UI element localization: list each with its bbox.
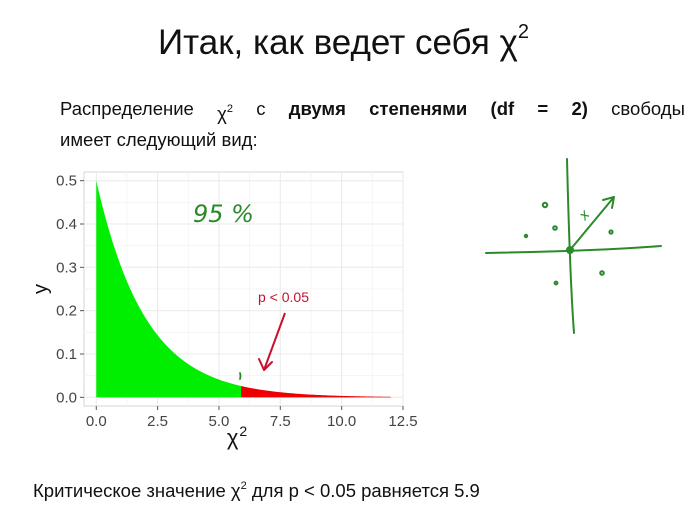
x-tick-label: 0.0 xyxy=(86,413,107,430)
x-tick-label: 12.5 xyxy=(388,413,417,430)
sketch-point xyxy=(553,280,559,286)
description-line-2: имеет следующий вид: xyxy=(60,129,258,150)
x-tick-label: 7.5 xyxy=(270,413,291,430)
y-axis-label: y xyxy=(30,284,52,294)
word-with: с xyxy=(256,98,266,119)
sketch-point xyxy=(599,270,605,276)
word-df: (df xyxy=(490,98,515,119)
x-axis-label-superscript: 2 xyxy=(239,423,247,439)
sketch-horizontal-axis xyxy=(485,245,662,254)
word-two: двумя xyxy=(288,98,346,119)
y-tick-label: 0.1 xyxy=(56,346,77,363)
word-degrees: степенями xyxy=(369,98,468,119)
footer-superscript: 2 xyxy=(240,480,247,492)
x-tick-label: 5.0 xyxy=(209,413,230,430)
x-axis-label-symbol: χ xyxy=(227,425,239,450)
sketch-point xyxy=(523,233,529,239)
sketch-origin-point xyxy=(566,246,574,254)
footer-suffix: для p < 0.05 равняется 5.9 xyxy=(246,480,480,501)
y-tick-label: 0.0 xyxy=(56,389,77,406)
x-tick-label: 2.5 xyxy=(147,413,168,430)
word-freedom: свободы xyxy=(611,98,685,119)
title-superscript: 2 xyxy=(517,21,529,43)
sketch-vector-label: x xyxy=(575,206,594,224)
word-chi-squared: χ2 xyxy=(217,96,233,127)
x-tick-label: 10.0 xyxy=(327,413,356,430)
word-distribution: Распределение xyxy=(60,98,194,119)
critical-value-tick xyxy=(239,372,242,380)
description-text: Распределение χ2 с двумя степенями (df =… xyxy=(60,96,685,153)
area-p-below-0-05 xyxy=(241,385,391,398)
sketch-arrowhead xyxy=(602,196,615,209)
sketch-vertical-axis xyxy=(566,158,575,334)
x-axis-label: χ2 xyxy=(227,423,248,450)
y-tick-label: 0.3 xyxy=(56,259,77,276)
description-line-1: Распределение χ2 с двумя степенями (df =… xyxy=(60,96,685,127)
handwritten-coordinate-sketch xyxy=(485,158,662,334)
footer-prefix: Критическое значение χ xyxy=(33,480,241,501)
title-text: Итак, как ведет себя χ xyxy=(157,23,518,62)
critical-value-statement: Критическое значение χ2 для p < 0.05 рав… xyxy=(33,474,480,503)
y-tick-label: 0.5 xyxy=(56,173,77,190)
handwritten-95-percent: 95 % xyxy=(193,200,254,228)
sketch-point xyxy=(541,201,549,209)
annotation-p-value-label: p < 0.05 xyxy=(258,289,309,305)
chart-axis-ticks: 0.0 2.5 5.0 7.5 10.0 12.5 0.0 0.1 0.2 0.3 0.4 0.5 xyxy=(56,173,417,430)
annotation-arrowhead xyxy=(258,358,273,371)
chi-symbol: χ xyxy=(217,103,227,124)
word-two-close: 2) xyxy=(571,98,588,119)
word-equals: = xyxy=(537,98,549,119)
sketch-point xyxy=(552,225,558,231)
annotation-arrow-line xyxy=(263,312,286,371)
chi-superscript: 2 xyxy=(226,103,233,115)
y-tick-label: 0.2 xyxy=(56,303,77,320)
sketch-vector-arrow xyxy=(569,196,615,251)
slide-title: Итак, как ведет себя χ2 xyxy=(0,10,687,65)
y-tick-label: 0.4 xyxy=(56,216,77,233)
area-p-above-0-05 xyxy=(96,180,242,398)
sketch-point xyxy=(608,229,614,235)
